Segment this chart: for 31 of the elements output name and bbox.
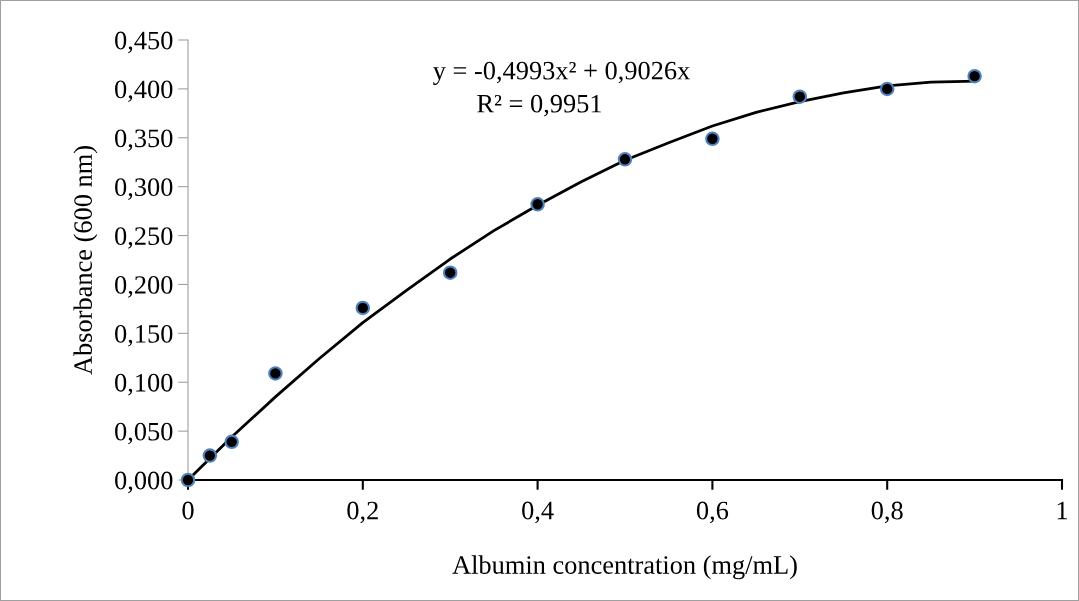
y-tick-label: 0,250 — [115, 227, 173, 249]
y-tick-label: 0,300 — [115, 178, 173, 200]
y-tick-label: 0,050 — [115, 422, 173, 445]
x-tick-label: 0,8 — [871, 501, 903, 524]
point — [967, 68, 982, 84]
x-tick-label: 0,2 — [347, 501, 378, 524]
y-tick-label: 0,200 — [115, 276, 173, 298]
x-tick-label: 0 — [182, 501, 194, 520]
y-axis-title: Absorbance (600 nm) — [73, 146, 98, 375]
annotation: R² = 0,9951 — [477, 94, 601, 117]
y-tick-label: 0,350 — [115, 129, 173, 151]
point — [879, 81, 895, 97]
x-tick-label: 0,6 — [696, 501, 729, 524]
x-tick-label: 1 — [1057, 501, 1068, 520]
y-tick-label: 0,150 — [115, 324, 173, 347]
x-tick-label: 0,4 — [522, 501, 554, 524]
y-tick-label: 0,400 — [115, 80, 173, 103]
y-tick-label: 0,450 — [115, 31, 173, 54]
x-axis-title: Albumin concentration (mg/mL) — [452, 555, 797, 580]
point — [442, 265, 458, 280]
point — [705, 131, 720, 147]
point — [268, 366, 283, 381]
y-tick-label: 0,000 — [115, 471, 173, 494]
point — [202, 448, 218, 463]
annotation: y = -0,4993x² + 0,9026x — [433, 61, 690, 85]
point — [792, 89, 808, 104]
point — [224, 434, 239, 450]
y-tick-label: 0,100 — [115, 373, 173, 396]
point — [530, 197, 545, 212]
point — [355, 300, 371, 316]
point — [617, 152, 633, 167]
